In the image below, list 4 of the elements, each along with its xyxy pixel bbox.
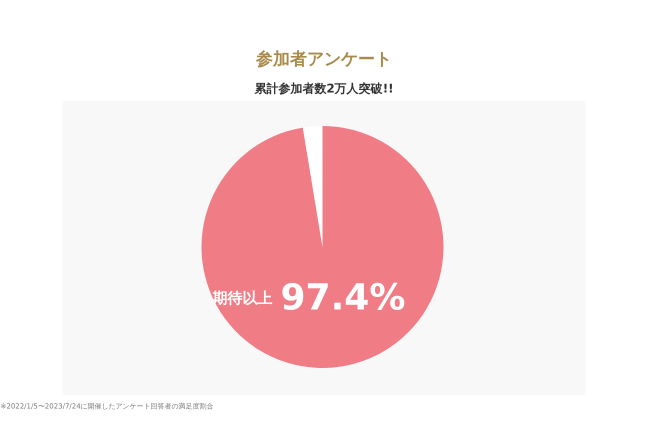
slice-label: 期待以上: [212, 289, 272, 308]
data-label: 97.4%: [280, 278, 406, 319]
chart-subtitle: 累計参加者数2万人突破!!: [253, 82, 394, 96]
chart-title: 参加者アンケート: [255, 50, 392, 70]
